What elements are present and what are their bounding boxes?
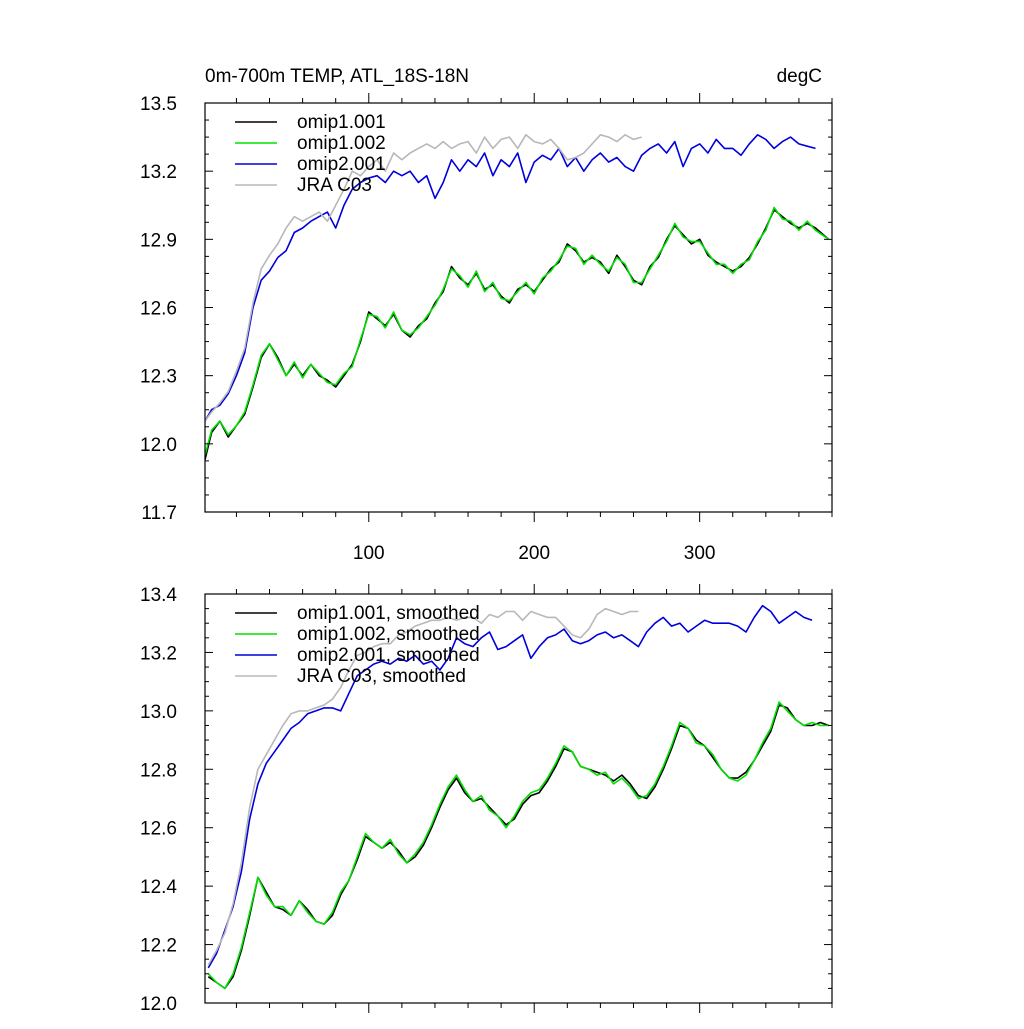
legend-label: omip2.001, smoothed [297,645,480,666]
chart-title: 0m-700m TEMP, ATL_18S-18N [205,66,469,87]
y-tick-label: 13.4 [140,585,177,606]
y-tick-label: 13.0 [140,702,177,723]
y-tick-label: 13.5 [140,94,177,115]
series-line-omip1-001 [205,209,830,460]
y-tick-label: 12.2 [140,936,177,957]
legend-label: JRA C03 [297,175,372,196]
x-tick-label: 300 [684,543,716,564]
x-tick-label: 100 [353,543,385,564]
y-tick-label: 13.2 [140,643,177,664]
legend-label: omip1.001 [297,112,386,133]
x-tick-label: 200 [518,543,550,564]
y-tick-label: 12.6 [140,299,177,320]
y-tick-label: 11.7 [141,503,177,524]
series-line-jra-c03-smoothed [207,607,639,966]
legend-label: JRA C03, smoothed [297,666,466,687]
series-line-jra-c03 [205,134,642,422]
y-tick-label: 13.2 [140,162,177,183]
y-tick-label: 12.4 [140,877,177,898]
series-line-omip2-001 [205,134,816,422]
legend-label: omip2.001 [297,154,386,175]
y-tick-label: 12.8 [140,760,177,781]
legend-label: omip1.002, smoothed [297,624,480,645]
panel-2: 12.0 12.2 12.4 12.6 12.8 13.0 13.2 13.4 omip1.00… [140,584,833,1015]
y-tick-label: 12.0 [140,994,177,1015]
series-line-omip2-001-smoothed [207,604,813,969]
legend-label: omip1.001, smoothed [297,603,480,624]
y-tick-label: 12.3 [140,367,177,388]
series-line-omip1-001-smoothed [207,704,829,990]
y-tick-label: 12.6 [140,819,177,840]
series-group [207,604,829,990]
chart-units: degC [777,66,822,87]
series-group [205,134,830,460]
series-line-omip1-002-smoothed [207,701,829,990]
series-line-omip1-002 [205,206,830,456]
panel-1: 11.7 12.0 12.3 12.6 12.9 13.2 13.5 100 200 300 0m-… [140,66,833,564]
y-tick-label: 12.9 [140,230,177,251]
y-tick-label: 12.0 [140,435,177,456]
legend-label: omip1.002 [297,133,386,154]
